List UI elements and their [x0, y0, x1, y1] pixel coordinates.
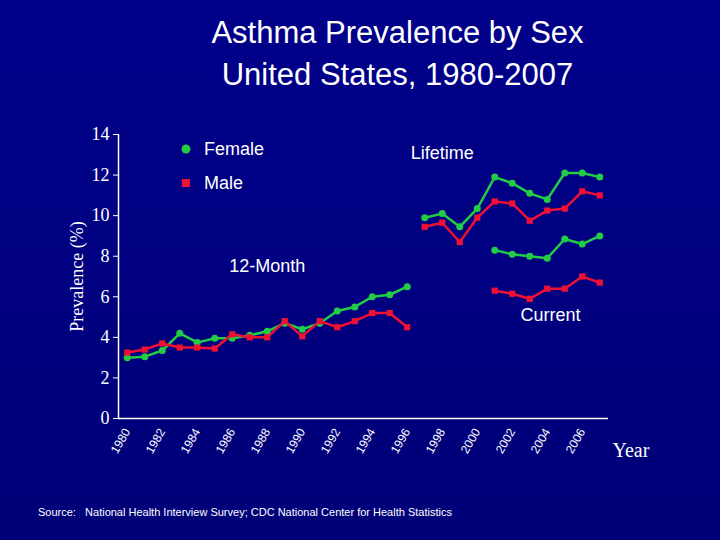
svg-text:6: 6 [101, 287, 110, 307]
svg-text:Year: Year [613, 439, 650, 461]
svg-text:1990: 1990 [283, 426, 309, 456]
svg-text:1996: 1996 [388, 426, 414, 456]
svg-text:4: 4 [101, 327, 110, 347]
svg-text:8: 8 [101, 246, 110, 266]
svg-text:12: 12 [92, 165, 110, 185]
svg-text:14: 14 [92, 124, 110, 144]
svg-text:2000: 2000 [458, 426, 484, 456]
html-text:Asthma Prevalence by Sex: Asthma Prevalence by Sex [211, 15, 584, 50]
svg-text:10: 10 [92, 205, 110, 225]
html-text:United States, 1980-2007: United States, 1980-2007 [221, 57, 574, 92]
svg-text:1998: 1998 [423, 426, 449, 456]
svg-text:1992: 1992 [318, 426, 344, 456]
svg-text:1984: 1984 [178, 426, 204, 456]
html-text:Male: Male [204, 173, 243, 193]
svg-text:2: 2 [101, 368, 110, 388]
html-text:Source: National Health Interv: Source: National Health Interview Survey… [38, 506, 452, 518]
svg-text:1982: 1982 [143, 426, 169, 456]
svg-text:0: 0 [101, 408, 110, 428]
svg-text:2006: 2006 [563, 426, 589, 456]
html-text:Female: Female [204, 139, 264, 159]
svg-text:Current: Current [520, 305, 580, 325]
svg-text:1994: 1994 [353, 426, 379, 456]
svg-text:1986: 1986 [213, 426, 239, 456]
svg-text:12-Month: 12-Month [229, 256, 305, 276]
svg-text:1980: 1980 [108, 426, 134, 456]
svg-text:Lifetime: Lifetime [411, 143, 474, 163]
svg-text:2002: 2002 [493, 426, 519, 456]
svg-text:Prevalence (%): Prevalence (%) [67, 221, 88, 331]
svg-text:2004: 2004 [528, 426, 554, 456]
svg-text:1988: 1988 [248, 426, 274, 456]
